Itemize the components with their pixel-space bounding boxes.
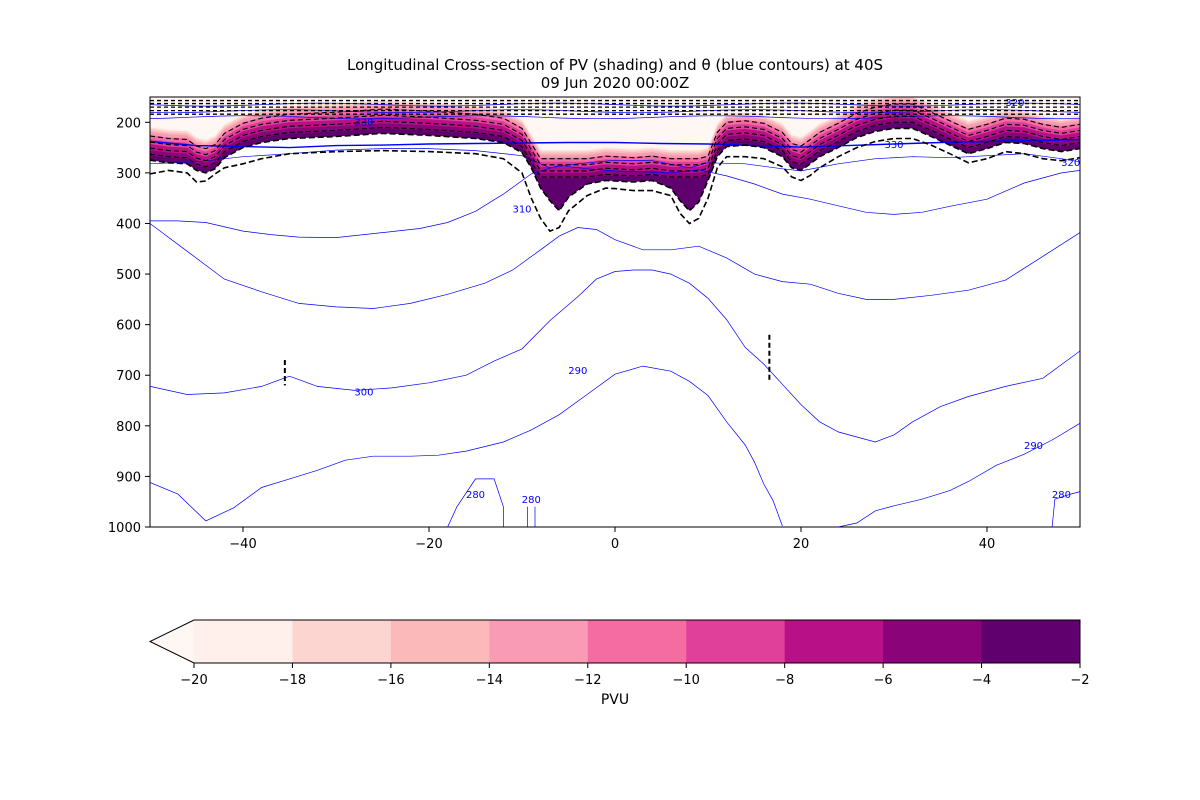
theta-contour-label: 300	[354, 387, 373, 398]
y-tick-label: 700	[116, 369, 141, 384]
theta-contour-300	[150, 223, 1080, 309]
pv-contour-minus2-lower	[150, 137, 1080, 233]
theta-contour-upper	[150, 109, 1080, 114]
pv-band-below--20	[150, 97, 1080, 150]
y-tick-label: 600	[116, 319, 141, 334]
theta-contour-280	[838, 422, 1080, 527]
colorbar-tick-label: −2	[1070, 673, 1089, 688]
colorbar-swatch	[194, 620, 293, 663]
y-tick-label: 500	[116, 268, 141, 283]
y-tick-label: 1000	[108, 521, 141, 536]
theta-contour-label: 310	[512, 204, 531, 215]
x-tick-label: 20	[793, 537, 810, 552]
y-tick-label: 900	[116, 470, 141, 485]
x-tick-label: 40	[979, 537, 996, 552]
colorbar-swatch	[390, 620, 490, 663]
theta-contour-label: 290	[568, 366, 587, 377]
colorbar-outline	[148, 619, 1081, 664]
x-tick-label: 0	[611, 537, 619, 552]
colorbar-tick-label: −10	[673, 673, 700, 688]
pv-contour-dashed	[150, 103, 1080, 160]
pv-contour-dashed	[150, 121, 1080, 178]
theta-contour-280	[150, 365, 783, 527]
theta-contour-label: 280	[466, 490, 485, 501]
pv-contour-dashed	[150, 115, 1080, 172]
x-axis: −40 −20 0 20 40	[229, 527, 995, 552]
colorbar-swatch	[686, 620, 786, 663]
colorbar-swatch	[292, 620, 392, 663]
theta-contour-label: 290	[1024, 441, 1043, 452]
pv-contour-dashed	[150, 109, 1080, 166]
colorbar-extend-triangle	[150, 620, 194, 663]
theta-contour-290	[150, 269, 1080, 443]
colorbar-tick-label: −20	[180, 673, 207, 688]
colorbar-tick-label: −14	[476, 673, 503, 688]
chart-subtitle: 09 Jun 2020 00:00Z	[541, 74, 690, 92]
colorbar-tick-label: −18	[279, 673, 306, 688]
plot-area: 330 320 320 310 300 290 290 280 280 280 330	[150, 97, 1080, 527]
pv-dashed-contour-layer	[150, 99, 1080, 386]
colorbar-tick-label: −6	[874, 673, 893, 688]
theta-contour-label: 330	[884, 140, 903, 151]
colorbar-tick-label: −4	[972, 673, 991, 688]
colorbar-tick-label: −16	[377, 673, 404, 688]
x-tick-label: −40	[229, 537, 256, 552]
theta-contour-280	[447, 478, 504, 527]
colorbar-swatch	[883, 620, 983, 663]
y-tick-label: 300	[116, 167, 141, 182]
theta-contour-layer	[150, 102, 1080, 527]
theta-contour-label: 330	[354, 117, 373, 128]
y-tick-label: 200	[116, 116, 141, 131]
colorbar-label: PVU	[601, 692, 629, 708]
theta-contour-label: 280	[522, 495, 541, 506]
theta-contour-310	[150, 164, 1080, 238]
colorbar-swatch	[784, 620, 884, 663]
colorbar-swatch	[489, 620, 589, 663]
colorbar-swatch	[981, 620, 1081, 663]
x-tick-label: −20	[415, 537, 442, 552]
colorbar-swatch	[587, 620, 687, 663]
theta-label-layer: 330 320 320 310 300 290 290 280 280 280 330	[354, 98, 1080, 506]
y-tick-label: 800	[116, 420, 141, 435]
colorbar: −20 −18 −16 −14 −12 −10 −8 −6 −4 −2	[148, 619, 1090, 688]
chart-title: Longitudinal Cross-section of PV (shadin…	[347, 56, 883, 74]
y-axis: 200 300 400 500 600 700 800 900 1000	[108, 116, 150, 536]
theta-contour-label: 320	[1005, 98, 1024, 109]
theta-contour-label: 320	[1061, 158, 1080, 169]
colorbar-tick-label: −12	[574, 673, 601, 688]
y-tick-label: 400	[116, 217, 141, 232]
colorbar-tick-label: −8	[775, 673, 794, 688]
pv-contour-minus2-upper	[150, 127, 1080, 213]
theta-contour-280	[1051, 491, 1080, 527]
theta-contour-label: 280	[1052, 490, 1071, 501]
